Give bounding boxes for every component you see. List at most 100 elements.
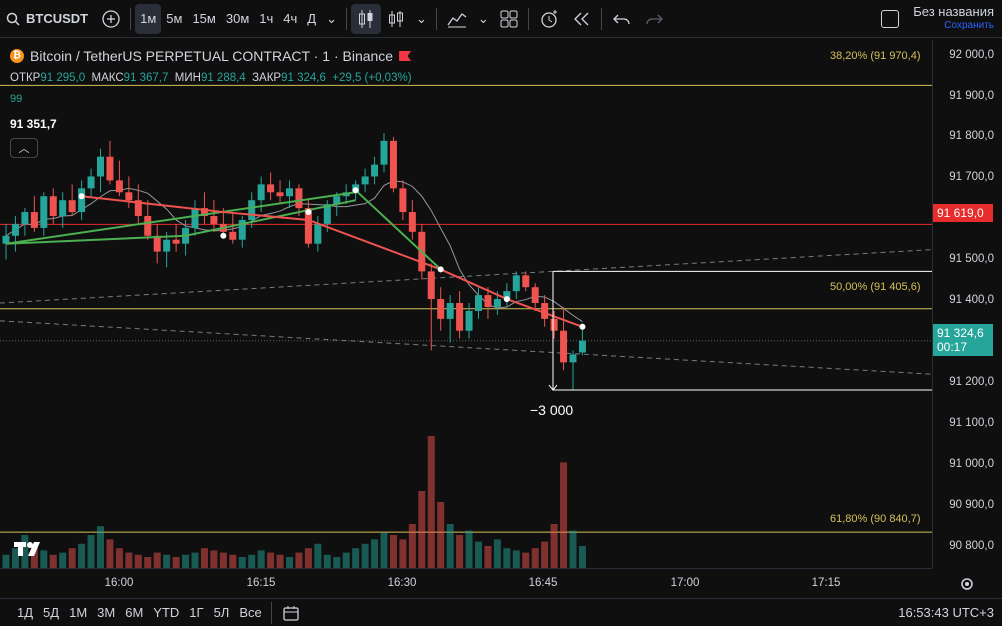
candle-body: [115, 180, 123, 193]
volume-bar: [389, 535, 397, 568]
chart-type-dropdown[interactable]: ⌄: [411, 4, 432, 34]
clock[interactable]: 16:53:43 UTC+3: [898, 605, 994, 620]
bitcoin-icon: ₿: [10, 49, 24, 63]
volume-bar: [371, 539, 379, 568]
interval-dropdown[interactable]: ⌄: [321, 4, 342, 34]
collapse-legend-button[interactable]: ︿: [10, 138, 38, 158]
drawing-point: [437, 266, 444, 273]
interval-30m[interactable]: 30м: [225, 11, 250, 26]
range-1d[interactable]: 1Д: [17, 605, 34, 620]
volume-bar: [399, 539, 407, 568]
undo-button[interactable]: [606, 4, 638, 34]
candle-body: [437, 299, 445, 319]
volume-bar: [380, 532, 388, 568]
volume-bar: [437, 502, 445, 568]
volume-bar: [11, 548, 19, 568]
range-all[interactable]: Все: [239, 605, 262, 620]
candle-body: [569, 354, 577, 363]
open-value: 91 295,0: [40, 72, 86, 84]
layout-button[interactable]: [494, 4, 524, 34]
candle-body: [522, 275, 530, 288]
chevron-down-icon: ⌄: [477, 10, 489, 26]
price-tick: 92 000,0: [949, 49, 994, 61]
volume-bar: [522, 552, 530, 568]
volume-bar: [569, 530, 577, 568]
indicators-button[interactable]: [441, 4, 473, 34]
tradingview-logo[interactable]: [14, 540, 46, 558]
separator: [527, 7, 529, 30]
volume-bar: [304, 548, 312, 568]
volume-bar: [210, 550, 218, 568]
volume-bar: [78, 543, 86, 568]
candle-body: [40, 196, 48, 228]
change-value: +29,5 (+0,03%): [332, 72, 412, 84]
interval-15m[interactable]: 15м: [192, 11, 216, 26]
candle-body: [503, 291, 511, 300]
low-value: 91 288,4: [200, 72, 246, 84]
range-5d[interactable]: 5Д: [43, 605, 60, 620]
candle-body: [106, 156, 114, 181]
price-axis[interactable]: 92 000,0 91 900,0 91 800,0 91 700,0 91 5…: [932, 40, 1002, 568]
alarm-clock-icon: [541, 9, 557, 28]
trend-line-green-drop: [354, 189, 442, 271]
goto-date-button[interactable]: [282, 604, 300, 622]
time-axis[interactable]: 16:00 16:15 16:30 16:45 17:00 17:15: [0, 568, 932, 598]
range-5y[interactable]: 5Л: [213, 605, 230, 620]
close-value: 91 324,6: [281, 72, 326, 84]
volume-bar: [229, 554, 237, 568]
bar-chart-type-button[interactable]: [381, 4, 411, 34]
interval-1m[interactable]: 1м: [135, 3, 162, 34]
volume-bar: [512, 550, 520, 568]
range-1y[interactable]: 1Г: [189, 605, 204, 620]
range-ytd[interactable]: YTD: [153, 605, 180, 620]
volume-bar: [68, 548, 76, 568]
symbol-search[interactable]: BTCUSDT: [6, 11, 88, 26]
interval-4h[interactable]: 4ч: [283, 11, 298, 26]
volume-bar: [49, 554, 57, 568]
indicators-dropdown[interactable]: ⌄: [473, 4, 494, 34]
compare-button[interactable]: [96, 4, 126, 34]
crosshair-value: 91 351,7: [10, 117, 57, 131]
replay-button[interactable]: [565, 4, 597, 34]
volume-bar: [484, 546, 492, 568]
layout-name-block[interactable]: Без названия Сохранить: [913, 4, 994, 33]
layout-checkbox[interactable]: [881, 9, 900, 28]
chevron-down-icon: ⌄: [326, 10, 338, 26]
interval-5m[interactable]: 5м: [166, 11, 183, 26]
range-3m[interactable]: 3М: [97, 605, 116, 620]
candle-body: [371, 164, 379, 177]
time-tick: 16:30: [387, 577, 417, 589]
tradingview-logo-icon: [14, 542, 40, 556]
volume-bar: [115, 548, 123, 568]
volume-bar: [427, 436, 435, 568]
range-6m[interactable]: 6М: [125, 605, 144, 620]
candle-body: [314, 223, 322, 244]
redo-button[interactable]: [638, 4, 670, 34]
volume-bar: [446, 524, 454, 568]
indicators-icon: [447, 12, 467, 27]
candle-body: [267, 184, 275, 193]
price-tick: 91 100,0: [949, 417, 994, 429]
chevron-down-icon: ⌄: [416, 10, 427, 26]
time-tick: 16:00: [104, 577, 134, 589]
candle-body: [475, 295, 482, 311]
candle-body: [134, 200, 142, 217]
range-1m[interactable]: 1М: [69, 605, 88, 620]
volume-bar: [550, 524, 558, 568]
interval-1h[interactable]: 1ч: [259, 11, 274, 26]
alert-button[interactable]: [533, 4, 565, 34]
interval-1d[interactable]: Д: [307, 11, 317, 26]
candle-body: [512, 275, 520, 292]
high-value: 91 367,7: [123, 72, 169, 84]
volume-bar: [531, 548, 539, 568]
flag-icon[interactable]: [399, 51, 412, 61]
redo-icon: [646, 14, 663, 24]
settings-button[interactable]: [958, 575, 976, 593]
candles-chart-type-button[interactable]: [351, 3, 382, 34]
time-tick: 17:00: [670, 577, 700, 589]
candle-body: [144, 216, 152, 236]
gear-icon: [961, 578, 973, 590]
price-tick: 90 900,0: [949, 499, 994, 511]
alert-price-badge[interactable]: 91 619,0: [933, 204, 993, 222]
chart-pane[interactable]: [0, 40, 932, 568]
